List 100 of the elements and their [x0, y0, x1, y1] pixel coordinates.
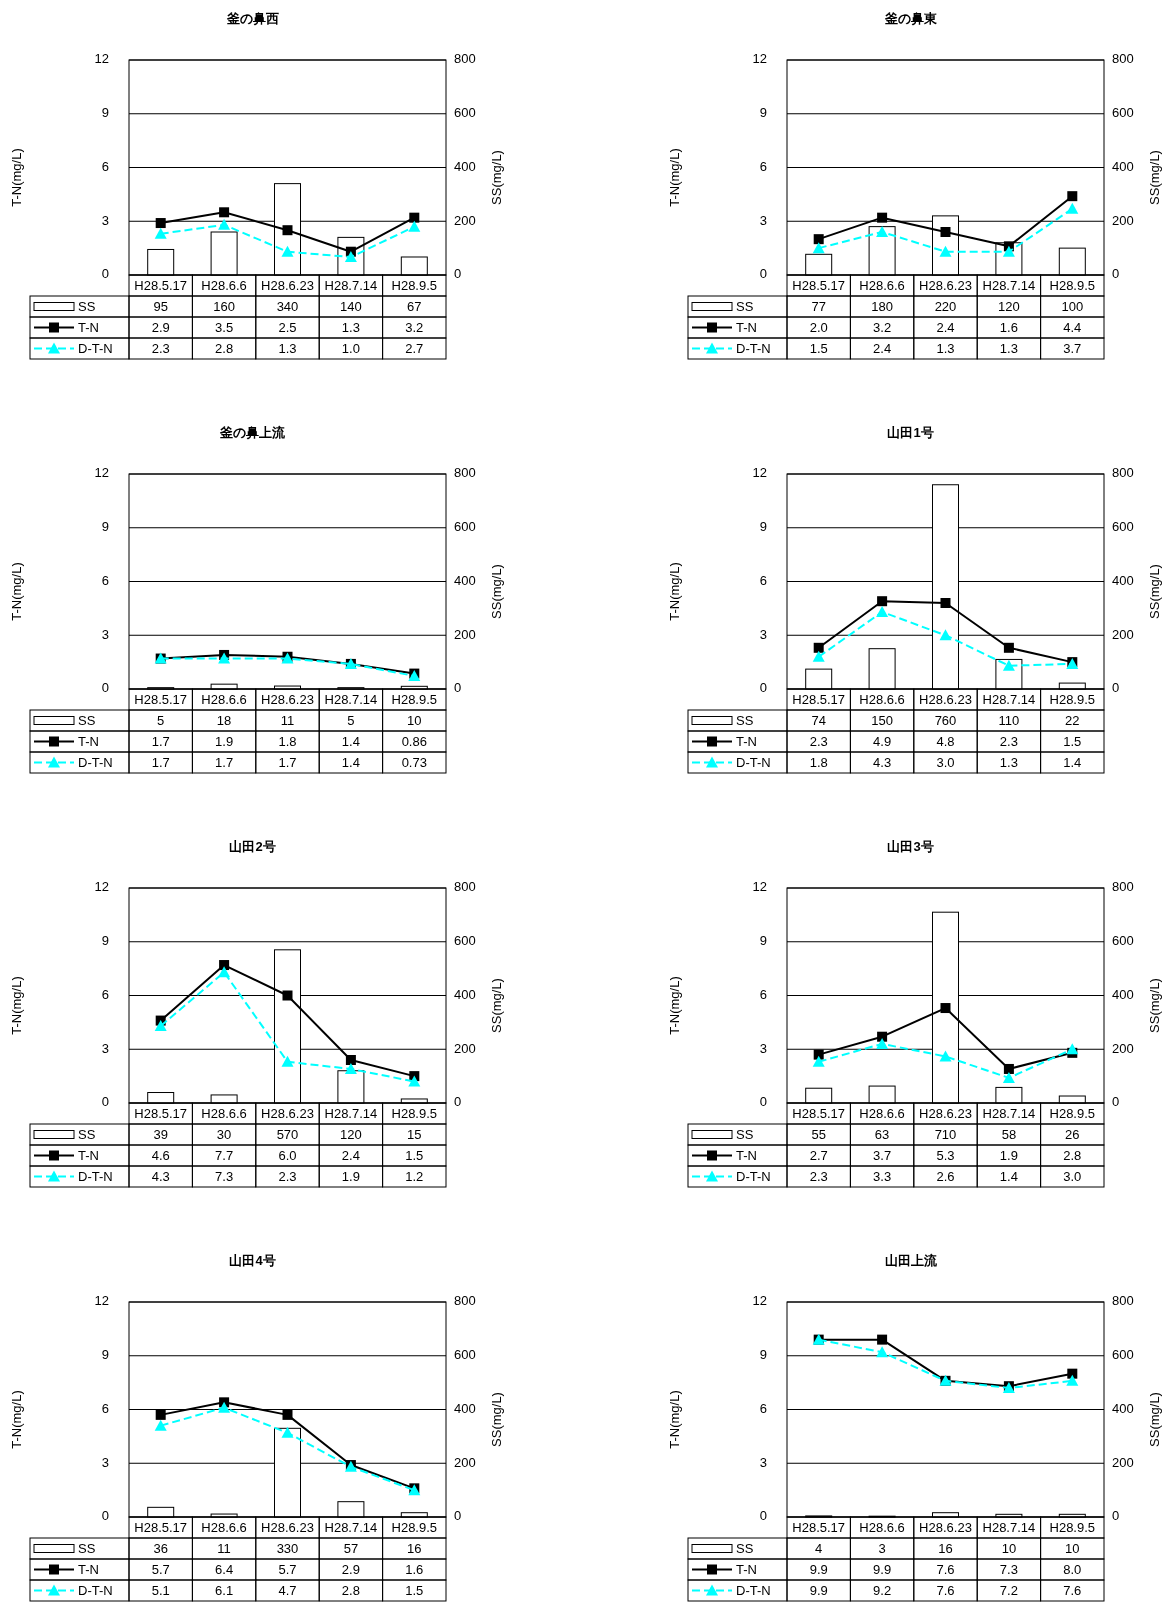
y-tick-label: 12 [94, 465, 109, 481]
legend-label: SS [736, 298, 754, 314]
y-tick-label: 6 [101, 572, 109, 588]
y2-tick-label: 0 [454, 1094, 462, 1110]
data-label: 7.7 [215, 1147, 234, 1163]
data-label: 1.9 [215, 733, 234, 749]
y2-tick-label: 800 [1112, 879, 1134, 895]
chart-title: 山田4号 [229, 1253, 276, 1269]
x-tick-label: H28.6.23 [261, 1519, 314, 1535]
x-tick-label: H28.6.6 [859, 1105, 905, 1121]
data-label: 7.6 [1063, 1582, 1082, 1598]
y-tick-label: 9 [101, 933, 109, 949]
data-label: 10 [1001, 1540, 1017, 1556]
y-tick-label: 0 [759, 1508, 767, 1524]
legend-label: T-N [78, 733, 99, 749]
data-label: 100 [1061, 298, 1084, 314]
y2-tick-label: 600 [1112, 519, 1134, 535]
y-tick-label: 3 [759, 212, 767, 228]
y2-tick-label: 600 [1112, 933, 1134, 949]
y2-tick-label: 400 [454, 1400, 476, 1416]
y-axis-title: T-N(mg/L) [667, 1390, 683, 1449]
data-label: 1.5 [1063, 733, 1082, 749]
y-tick-label: 12 [752, 51, 767, 67]
data-label: 3.5 [215, 319, 234, 335]
y-tick-label: 6 [101, 158, 109, 174]
legend-label: D-T-N [78, 1582, 113, 1598]
y2-tick-label: 600 [454, 933, 476, 949]
x-tick-label: H28.5.17 [134, 1519, 188, 1535]
y2-tick-label: 200 [454, 212, 476, 228]
legend-label: T-N [78, 1561, 99, 1577]
data-label: 2.4 [936, 319, 955, 335]
data-label: 8.0 [1063, 1561, 1082, 1577]
legend-label: SS [78, 1126, 96, 1142]
data-label: 9.9 [873, 1561, 892, 1577]
chart-title: 山田2号 [229, 839, 276, 855]
x-tick-label: H28.6.6 [201, 691, 247, 707]
x-tick-label: H28.5.17 [792, 1519, 846, 1535]
x-tick-label: H28.5.17 [134, 1105, 188, 1121]
x-tick-label: H28.9.5 [391, 1519, 438, 1535]
y2-tick-label: 0 [1112, 1094, 1120, 1110]
x-tick-label: H28.7.14 [324, 691, 378, 707]
chart-title: 山田1号 [887, 425, 934, 441]
data-label: 2.3 [999, 733, 1018, 749]
data-label: 7.3 [215, 1168, 234, 1184]
data-label: 2.0 [809, 319, 828, 335]
data-label: 120 [340, 1126, 362, 1142]
y-tick-label: 0 [101, 266, 109, 282]
y2-axis-title: SS(mg/L) [489, 564, 505, 619]
y2-tick-label: 0 [1112, 680, 1120, 696]
y2-tick-label: 600 [454, 105, 476, 121]
y-tick-label: 9 [101, 105, 109, 121]
y2-tick-label: 0 [1112, 266, 1120, 282]
data-label: 140 [340, 298, 362, 314]
x-tick-label: H28.9.5 [1049, 691, 1096, 707]
y-tick-label: 0 [101, 680, 109, 696]
data-label: 10 [407, 712, 422, 728]
y-tick-label: 12 [94, 879, 109, 895]
data-label: 3.3 [873, 1168, 892, 1184]
data-label: 4.3 [873, 754, 892, 770]
x-tick-label: H28.6.6 [859, 277, 905, 293]
x-tick-label: H28.9.5 [1049, 1519, 1096, 1535]
chart-title: 山田3号 [887, 839, 934, 855]
y2-tick-label: 600 [1112, 1347, 1134, 1363]
data-label: 5 [157, 712, 165, 728]
x-tick-label: H28.6.6 [201, 277, 247, 293]
y-tick-label: 6 [759, 986, 767, 1002]
y2-tick-label: 800 [454, 1293, 476, 1309]
data-label: 3.0 [936, 754, 955, 770]
x-tick-label: H28.7.14 [982, 1105, 1036, 1121]
y2-tick-label: 0 [454, 266, 462, 282]
y-tick-label: 3 [101, 626, 109, 642]
data-label: 120 [998, 298, 1020, 314]
data-label: 2.8 [215, 340, 234, 356]
data-label: 3.2 [873, 319, 892, 335]
y2-tick-label: 200 [1112, 1040, 1134, 1056]
data-label: 1.7 [278, 754, 297, 770]
data-label: 710 [934, 1126, 957, 1142]
data-label: 4.9 [873, 733, 892, 749]
data-label: 2.6 [936, 1168, 955, 1184]
x-tick-label: H28.7.14 [982, 277, 1036, 293]
y-tick-label: 3 [759, 1454, 767, 1470]
chart-title: 釜の鼻東 [883, 11, 938, 27]
data-label: 1.8 [278, 733, 297, 749]
y2-tick-label: 800 [1112, 465, 1134, 481]
x-tick-label: H28.6.6 [859, 691, 905, 707]
data-label: 7.3 [999, 1561, 1018, 1577]
y-tick-label: 6 [101, 1400, 109, 1416]
data-label: 2.8 [1063, 1147, 1082, 1163]
data-label: 95 [153, 298, 168, 314]
y2-axis-title: SS(mg/L) [1147, 564, 1163, 619]
data-label: 16 [938, 1540, 953, 1556]
data-label: 1.5 [405, 1147, 424, 1163]
y-tick-label: 12 [752, 465, 767, 481]
data-label: 63 [874, 1126, 890, 1142]
data-label: 2.3 [151, 340, 170, 356]
data-label: 74 [811, 712, 826, 728]
x-tick-label: H28.6.6 [201, 1519, 247, 1535]
x-tick-label: H28.7.14 [324, 1105, 378, 1121]
legend-label: SS [78, 298, 96, 314]
y2-tick-label: 800 [1112, 1293, 1134, 1309]
